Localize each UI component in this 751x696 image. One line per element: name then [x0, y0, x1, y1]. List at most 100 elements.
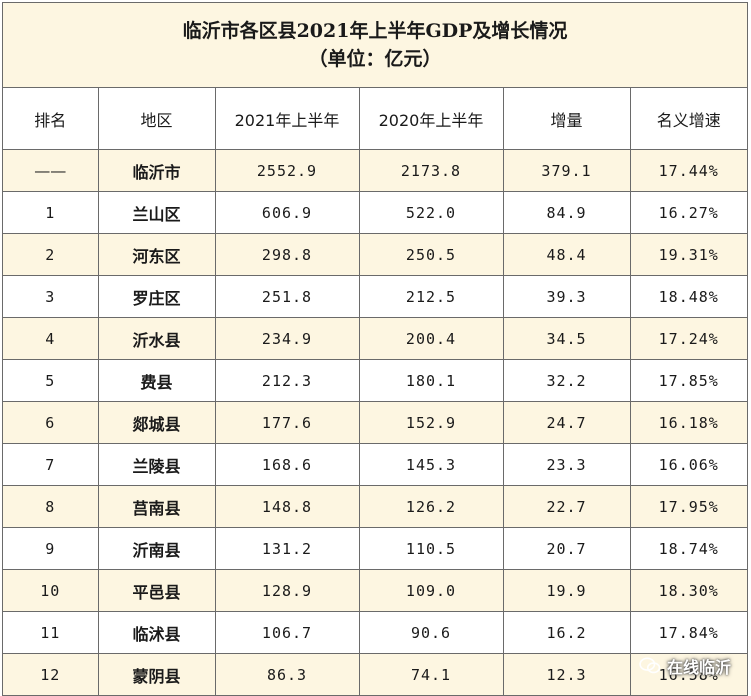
region-cell: 兰陵县	[97, 443, 216, 486]
increase-cell: 12.3	[502, 653, 631, 695]
rank-cell: 6	[3, 401, 99, 444]
increase-cell: 84.9	[502, 191, 631, 234]
region-cell: 沂水县	[97, 317, 216, 360]
growth-cell: 16.58%	[629, 653, 747, 695]
rank-cell: 9	[3, 527, 99, 570]
table-row: 1 兰山区 606.9 522.0 84.9 16.27%	[3, 191, 747, 234]
h2021-cell: 251.8	[214, 275, 360, 318]
growth-cell: 16.06%	[629, 443, 747, 486]
h2020-cell: 250.5	[358, 233, 504, 276]
rank-cell: 4	[3, 317, 99, 360]
table-row: 8 莒南县 148.8 126.2 22.7 17.95%	[3, 485, 747, 528]
region-cell: 兰山区	[97, 191, 216, 234]
growth-cell: 17.85%	[629, 359, 747, 402]
rank-cell: 1	[3, 191, 99, 234]
growth-cell: 17.84%	[629, 611, 747, 654]
rank-cell: 11	[3, 611, 99, 654]
h2020-cell: 200.4	[358, 317, 504, 360]
rank-cell: 7	[3, 443, 99, 486]
increase-cell: 34.5	[502, 317, 631, 360]
growth-cell: 17.95%	[629, 485, 747, 528]
h2020-cell: 145.3	[358, 443, 504, 486]
title-line-2: （单位：亿元）	[308, 48, 442, 70]
title-line-1: 临沂市各区县2021年上半年GDP及增长情况	[182, 20, 568, 42]
increase-cell: 20.7	[502, 527, 631, 570]
h2021-cell: 606.9	[214, 191, 360, 234]
header-2021: 2021年上半年	[214, 88, 360, 150]
region-cell: 莒南县	[97, 485, 216, 528]
h2020-cell: 110.5	[358, 527, 504, 570]
h2021-cell: 86.3	[214, 653, 360, 695]
region-cell: 罗庄区	[97, 275, 216, 318]
header-increase: 增量	[502, 88, 631, 150]
header-growth: 名义增速	[629, 88, 747, 150]
growth-cell: 16.18%	[629, 401, 747, 444]
rank-cell: 8	[3, 485, 99, 528]
h2020-cell: 90.6	[358, 611, 504, 654]
table-row: 12 蒙阴县 86.3 74.1 12.3 16.58%	[3, 653, 747, 695]
region-cell: 沂南县	[97, 527, 216, 570]
region-cell: 郯城县	[97, 401, 216, 444]
h2020-cell: 109.0	[358, 569, 504, 612]
table-row: 11 临沭县 106.7 90.6 16.2 17.84%	[3, 611, 747, 654]
h2020-cell: 74.1	[358, 653, 504, 695]
growth-cell: 16.27%	[629, 191, 747, 234]
h2020-cell: 2173.8	[358, 149, 504, 192]
table-row: 2 河东区 298.8 250.5 48.4 19.31%	[3, 233, 747, 276]
growth-cell: 18.74%	[629, 527, 747, 570]
increase-cell: 379.1	[502, 149, 631, 192]
h2021-cell: 128.9	[214, 569, 360, 612]
rank-cell: ——	[3, 149, 99, 192]
growth-cell: 17.44%	[629, 149, 747, 192]
table-body: —— 临沂市 2552.9 2173.8 379.1 17.44% 1 兰山区 606.9 522…	[3, 149, 747, 695]
increase-cell: 24.7	[502, 401, 631, 444]
table-row: 6 郯城县 177.6 152.9 24.7 16.18%	[3, 401, 747, 444]
h2021-cell: 2552.9	[214, 149, 360, 192]
growth-cell: 17.24%	[629, 317, 747, 360]
watermark-text: 在线临沂	[666, 658, 731, 677]
gdp-table: 排名 地区 2021年上半年 2020年上半年 增量 名义增速 —— 临沂市 255…	[3, 88, 747, 695]
h2020-cell: 152.9	[358, 401, 504, 444]
increase-cell: 23.3	[502, 443, 631, 486]
rank-cell: 2	[3, 233, 99, 276]
region-cell: 费县	[97, 359, 216, 402]
h2021-cell: 148.8	[214, 485, 360, 528]
watermark: 在线临沂	[639, 654, 731, 678]
wechat-icon	[639, 657, 661, 674]
h2020-cell: 212.5	[358, 275, 504, 318]
region-cell: 平邑县	[97, 569, 216, 612]
h2020-cell: 126.2	[358, 485, 504, 528]
increase-cell: 19.9	[502, 569, 631, 612]
h2021-cell: 131.2	[214, 527, 360, 570]
table-row: —— 临沂市 2552.9 2173.8 379.1 17.44%	[3, 149, 747, 192]
h2021-cell: 298.8	[214, 233, 360, 276]
rank-cell: 12	[3, 653, 99, 695]
increase-cell: 16.2	[502, 611, 631, 654]
region-cell: 临沂市	[97, 149, 216, 192]
growth-cell: 19.31%	[629, 233, 747, 276]
increase-cell: 39.3	[502, 275, 631, 318]
h2021-cell: 177.6	[214, 401, 360, 444]
region-cell: 河东区	[97, 233, 216, 276]
increase-cell: 48.4	[502, 233, 631, 276]
h2021-cell: 168.6	[214, 443, 360, 486]
table-row: 3 罗庄区 251.8 212.5 39.3 18.48%	[3, 275, 747, 318]
rank-cell: 5	[3, 359, 99, 402]
table-row: 7 兰陵县 168.6 145.3 23.3 16.06%	[3, 443, 747, 486]
header-region: 地区	[97, 88, 216, 150]
increase-cell: 32.2	[502, 359, 631, 402]
growth-cell: 18.30%	[629, 569, 747, 612]
h2021-cell: 212.3	[214, 359, 360, 402]
h2021-cell: 234.9	[214, 317, 360, 360]
header-row: 排名 地区 2021年上半年 2020年上半年 增量 名义增速	[3, 88, 747, 150]
region-cell: 蒙阴县	[97, 653, 216, 695]
rank-cell: 10	[3, 569, 99, 612]
table-row: 10 平邑县 128.9 109.0 19.9 18.30%	[3, 569, 747, 612]
h2020-cell: 522.0	[358, 191, 504, 234]
h2021-cell: 106.7	[214, 611, 360, 654]
h2020-cell: 180.1	[358, 359, 504, 402]
rank-cell: 3	[3, 275, 99, 318]
region-cell: 临沭县	[97, 611, 216, 654]
header-rank: 排名	[3, 88, 99, 150]
